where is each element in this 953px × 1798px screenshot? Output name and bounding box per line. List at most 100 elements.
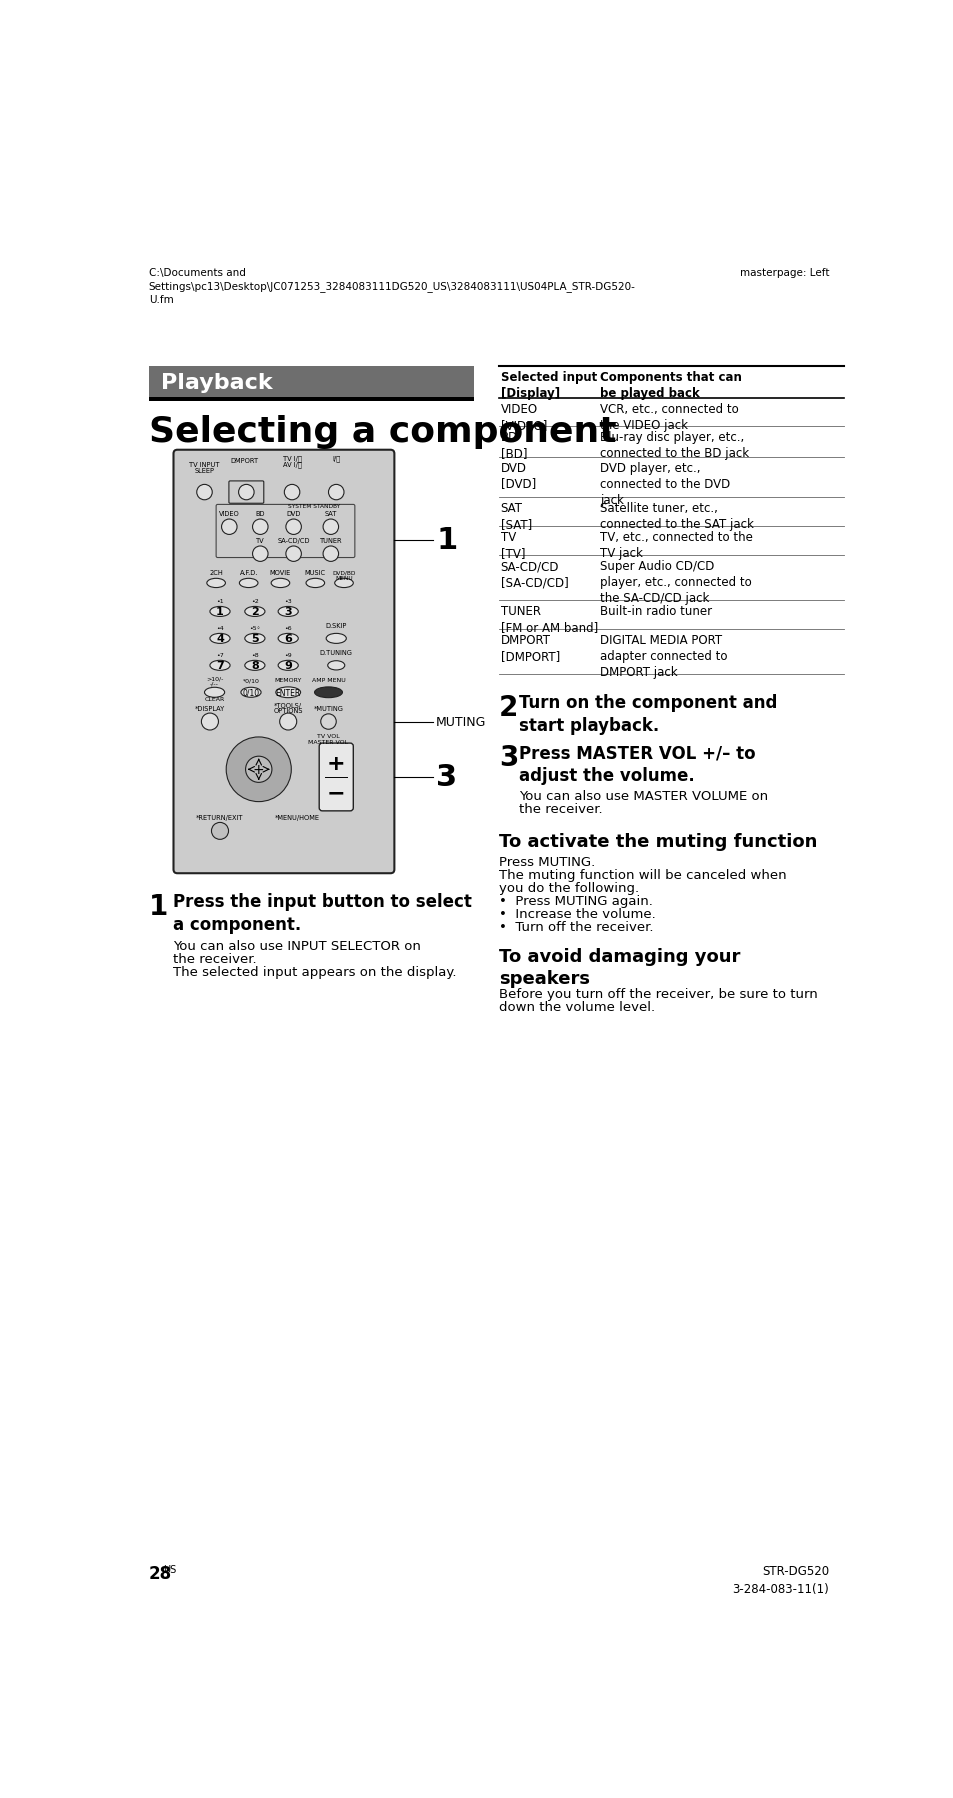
Text: 9: 9 [284, 662, 292, 671]
Ellipse shape [314, 687, 342, 698]
Ellipse shape [275, 687, 300, 698]
Text: DMPORT
[DMPORT]: DMPORT [DMPORT] [500, 633, 559, 663]
Ellipse shape [278, 635, 298, 644]
Text: I/⏻: I/⏻ [332, 455, 340, 462]
Text: To avoid damaging your
speakers: To avoid damaging your speakers [498, 948, 740, 987]
Text: Satellite tuner, etc.,
connected to the SAT jack: Satellite tuner, etc., connected to the … [599, 502, 753, 530]
Text: TV INPUT: TV INPUT [189, 462, 219, 467]
Text: Selected input
[Display]: Selected input [Display] [500, 370, 597, 399]
Text: BD: BD [255, 511, 265, 516]
Text: MEMORY: MEMORY [274, 678, 301, 683]
Text: US: US [162, 1564, 175, 1573]
Circle shape [286, 547, 301, 563]
FancyBboxPatch shape [319, 744, 353, 811]
Text: 8: 8 [251, 662, 258, 671]
Text: DVD
[DVD]: DVD [DVD] [500, 462, 536, 491]
Circle shape [238, 485, 253, 500]
Text: 3: 3 [498, 744, 517, 771]
Text: TV VOL: TV VOL [316, 734, 339, 739]
Text: down the volume level.: down the volume level. [498, 1001, 655, 1014]
Text: MUTING: MUTING [436, 716, 486, 728]
Text: TV I/⏻: TV I/⏻ [282, 455, 301, 462]
Text: You can also use INPUT SELECTOR on: You can also use INPUT SELECTOR on [173, 939, 421, 953]
Circle shape [221, 520, 236, 536]
Text: D.SKIP: D.SKIP [325, 622, 347, 629]
Text: DVD player, etc.,
connected to the DVD
jack: DVD player, etc., connected to the DVD j… [599, 462, 729, 507]
Text: •7: •7 [216, 653, 224, 658]
Circle shape [284, 485, 299, 500]
Text: •3: •3 [284, 599, 292, 604]
Text: TUNER
[FM or AM band]: TUNER [FM or AM band] [500, 604, 598, 633]
Text: masterpage: Left: masterpage: Left [739, 268, 828, 279]
Text: SAT
[SAT]: SAT [SAT] [500, 502, 531, 530]
Text: 7: 7 [216, 662, 224, 671]
Text: VCR, etc., connected to
the VIDEO jack: VCR, etc., connected to the VIDEO jack [599, 403, 738, 432]
Text: SLEEP: SLEEP [194, 467, 214, 473]
Text: •4: •4 [216, 626, 224, 631]
Text: You can also use MASTER VOLUME on: You can also use MASTER VOLUME on [518, 789, 767, 804]
Ellipse shape [335, 579, 353, 588]
FancyBboxPatch shape [173, 451, 394, 874]
Ellipse shape [239, 579, 257, 588]
Text: STR-DG520
3-284-083-11(1): STR-DG520 3-284-083-11(1) [732, 1564, 828, 1595]
Ellipse shape [207, 579, 225, 588]
Text: *RETURN/EXIT: *RETURN/EXIT [196, 814, 244, 820]
Text: Turn on the component and
start playback.: Turn on the component and start playback… [518, 694, 777, 735]
Text: Before you turn off the receiver, be sure to turn: Before you turn off the receiver, be sur… [498, 987, 817, 1001]
Text: *MENU/HOME: *MENU/HOME [274, 814, 319, 820]
Text: *TOOLS/: *TOOLS/ [274, 703, 302, 708]
Text: SYSTEM STANDBY: SYSTEM STANDBY [288, 503, 340, 509]
Text: DMPORT: DMPORT [231, 457, 258, 464]
FancyBboxPatch shape [229, 482, 264, 503]
Text: MUSIC: MUSIC [304, 570, 326, 575]
Text: 1: 1 [436, 527, 457, 556]
Text: DVD/BD: DVD/BD [332, 570, 355, 575]
Text: 2: 2 [498, 694, 517, 721]
Text: TUNER: TUNER [319, 538, 342, 543]
Text: The selected input appears on the display.: The selected input appears on the displa… [173, 966, 456, 978]
Text: VIDEO
[VIDEO]: VIDEO [VIDEO] [500, 403, 546, 432]
Text: VIDEO: VIDEO [218, 511, 239, 516]
Ellipse shape [245, 662, 265, 671]
Text: •2: •2 [251, 599, 258, 604]
Circle shape [323, 547, 338, 563]
Text: SA-CD/CD: SA-CD/CD [277, 538, 310, 543]
Text: AMP MENU: AMP MENU [312, 678, 345, 683]
Ellipse shape [328, 662, 344, 671]
Ellipse shape [245, 608, 265, 617]
Text: DIGITAL MEDIA PORT
adapter connected to
DMPORT jack: DIGITAL MEDIA PORT adapter connected to … [599, 633, 726, 678]
Text: D.TUNING: D.TUNING [319, 649, 353, 656]
Circle shape [320, 714, 335, 730]
Text: 6: 6 [284, 635, 292, 644]
Text: BD
[BD]: BD [BD] [500, 430, 526, 460]
Text: TV: TV [255, 538, 264, 543]
FancyBboxPatch shape [149, 397, 474, 403]
Text: AV I/⏻: AV I/⏻ [282, 460, 301, 467]
Text: +: + [327, 753, 345, 773]
Text: The muting function will be canceled when: The muting function will be canceled whe… [498, 868, 786, 881]
Circle shape [253, 547, 268, 563]
Ellipse shape [241, 689, 261, 698]
Text: Built-in radio tuner: Built-in radio tuner [599, 604, 711, 617]
Ellipse shape [326, 635, 346, 644]
Text: OPTIONS: OPTIONS [274, 708, 303, 714]
Text: 1: 1 [216, 608, 224, 617]
Text: SA-CD/CD
[SA-CD/CD]: SA-CD/CD [SA-CD/CD] [500, 559, 568, 588]
Circle shape [328, 485, 344, 500]
Text: To activate the muting function: To activate the muting function [498, 832, 817, 850]
Circle shape [212, 823, 229, 840]
Text: -/--: -/-- [210, 681, 219, 687]
Text: 4: 4 [215, 635, 224, 644]
Ellipse shape [271, 579, 290, 588]
Circle shape [196, 485, 212, 500]
Text: MENU: MENU [335, 575, 353, 581]
Text: C:\Documents and
Settings\pc13\Desktop\JC071253_3284083111DG520_US\3284083111\US: C:\Documents and Settings\pc13\Desktop\J… [149, 268, 635, 304]
Ellipse shape [245, 635, 265, 644]
Text: •8: •8 [251, 653, 258, 658]
Text: the receiver.: the receiver. [173, 953, 257, 966]
Circle shape [253, 520, 268, 536]
Circle shape [323, 520, 338, 536]
Text: •6: •6 [284, 626, 292, 631]
Circle shape [286, 520, 301, 536]
Text: *MUTING: *MUTING [314, 705, 343, 712]
